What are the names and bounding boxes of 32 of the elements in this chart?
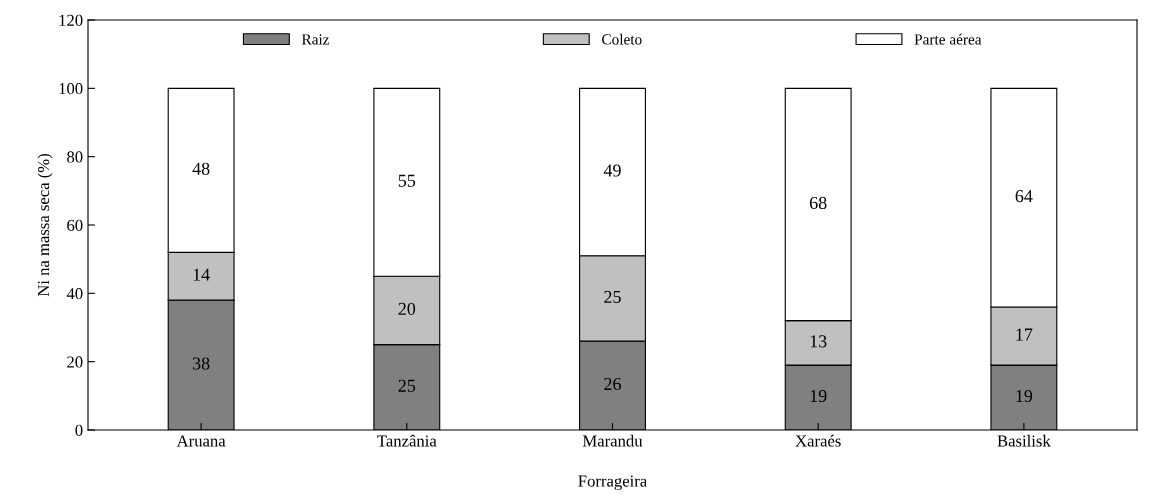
y-tick-label: 20 bbox=[67, 356, 83, 368]
data-label: 25 bbox=[604, 290, 621, 303]
data-label: 48 bbox=[192, 162, 210, 175]
data-label: 13 bbox=[810, 335, 827, 348]
legend-label: Raiz bbox=[301, 34, 330, 45]
y-tick-label: 0 bbox=[75, 424, 83, 436]
data-label: 55 bbox=[398, 174, 416, 187]
y-tick-label: 100 bbox=[59, 83, 83, 95]
y-tick-label: 80 bbox=[67, 151, 83, 163]
x-tick-label: Xaraés bbox=[795, 434, 841, 447]
legend-label: Parte aérea bbox=[914, 33, 982, 45]
data-label: 17 bbox=[1016, 328, 1033, 341]
y-axis-title: Ni na massa seca (%) bbox=[37, 154, 53, 297]
data-label: 19 bbox=[1016, 389, 1033, 403]
y-tick-label: 40 bbox=[66, 288, 83, 300]
data-label: 64 bbox=[1015, 190, 1033, 203]
data-label: 20 bbox=[398, 302, 416, 315]
data-label: 19 bbox=[810, 389, 827, 403]
legend-label: Coleto bbox=[602, 33, 642, 45]
y-tick-label: 120 bbox=[59, 14, 83, 26]
data-label: 25 bbox=[398, 379, 416, 392]
y-tick-label: 60 bbox=[67, 219, 83, 231]
data-label: 68 bbox=[809, 196, 827, 210]
x-tick-label: Basilisk bbox=[997, 434, 1051, 447]
data-label: 38 bbox=[192, 357, 210, 370]
x-tick-label: Aruana bbox=[176, 435, 226, 447]
data-label: 49 bbox=[603, 164, 621, 177]
x-axis-title: Forrageira bbox=[578, 475, 647, 491]
x-tick-label: Marandu bbox=[582, 434, 643, 447]
data-label: 26 bbox=[604, 377, 621, 391]
x-tick-label: Tanzânia bbox=[377, 434, 437, 447]
data-label: 14 bbox=[193, 268, 210, 281]
